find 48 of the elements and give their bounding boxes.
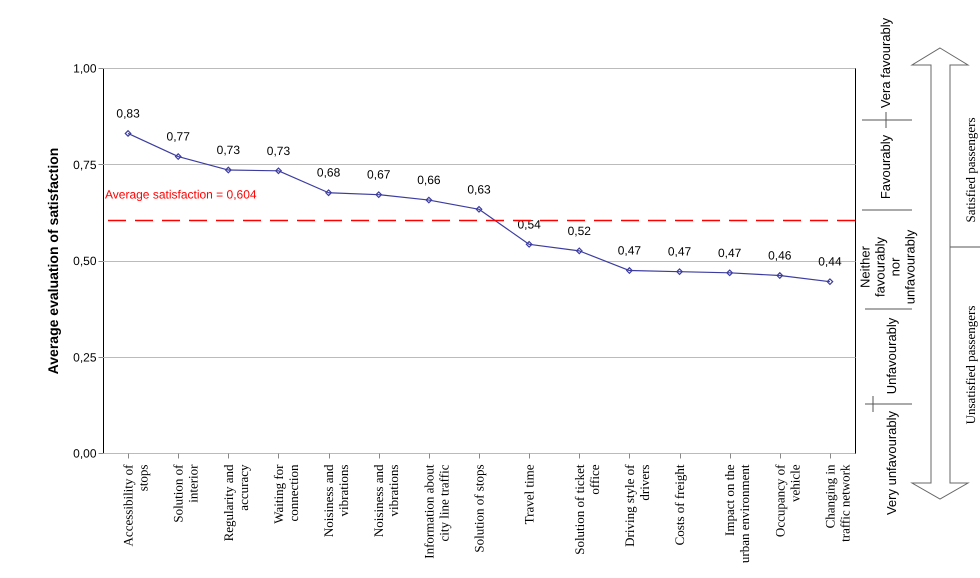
data-label: 0,77 [166,130,190,144]
text: Very unfavourably [884,410,899,516]
point [325,189,332,196]
data-label: 0,52 [568,224,592,238]
data-label: 0,47 [668,244,692,259]
text: Unsatisfied passengers [963,306,978,424]
text: Unfavourably [884,317,899,394]
point [676,268,683,276]
point [776,272,784,279]
y-tick-label: 0,00 [73,446,97,460]
text: Vera favourably [878,17,893,108]
data-label: 0,83 [116,106,140,120]
x-tick-label: Travel time [522,464,537,524]
data-label: 0,47 [718,246,742,260]
data-label: 0,44 [818,254,842,269]
x-tick-label: Solution of stops [472,464,486,553]
data-label: 0,46 [768,248,792,263]
y-axis-title: Average evaluation of satisfaction [45,148,62,374]
point [124,130,132,137]
text: Satisfied passengers [963,117,978,223]
y-tick-label: 0,75 [73,158,97,172]
x-tick-label: Solution of ticket office [572,464,602,555]
point [275,167,282,174]
point [726,269,734,276]
y-tick-label: 0,25 [73,350,97,364]
point [526,240,532,248]
x-tick-label: Accessibility of stops [120,464,151,546]
data-label: 0,63 [467,182,491,196]
data-label: 0,68 [316,166,341,180]
y-tick-label: 0,50 [73,254,97,268]
point [576,248,583,254]
data-label: 0,73 [216,143,240,158]
x-tick-label: Costs of freight [672,464,688,546]
point [626,267,633,274]
y-tick-label: 1,00 [73,62,97,76]
text: Favourably [878,134,893,200]
data-label: 0,47 [618,244,642,258]
point [375,191,382,198]
point [174,153,182,160]
point [826,278,834,286]
data-label: 0,66 [417,173,441,188]
ref-line-label: Average satisfaction = 0,604 [105,187,257,202]
data-label: 0,67 [367,168,391,182]
point [224,166,232,174]
data-label: 0,73 [266,144,290,158]
point [476,206,482,213]
text: Neither favourably nor unfavourably [858,229,918,304]
point [426,196,432,204]
